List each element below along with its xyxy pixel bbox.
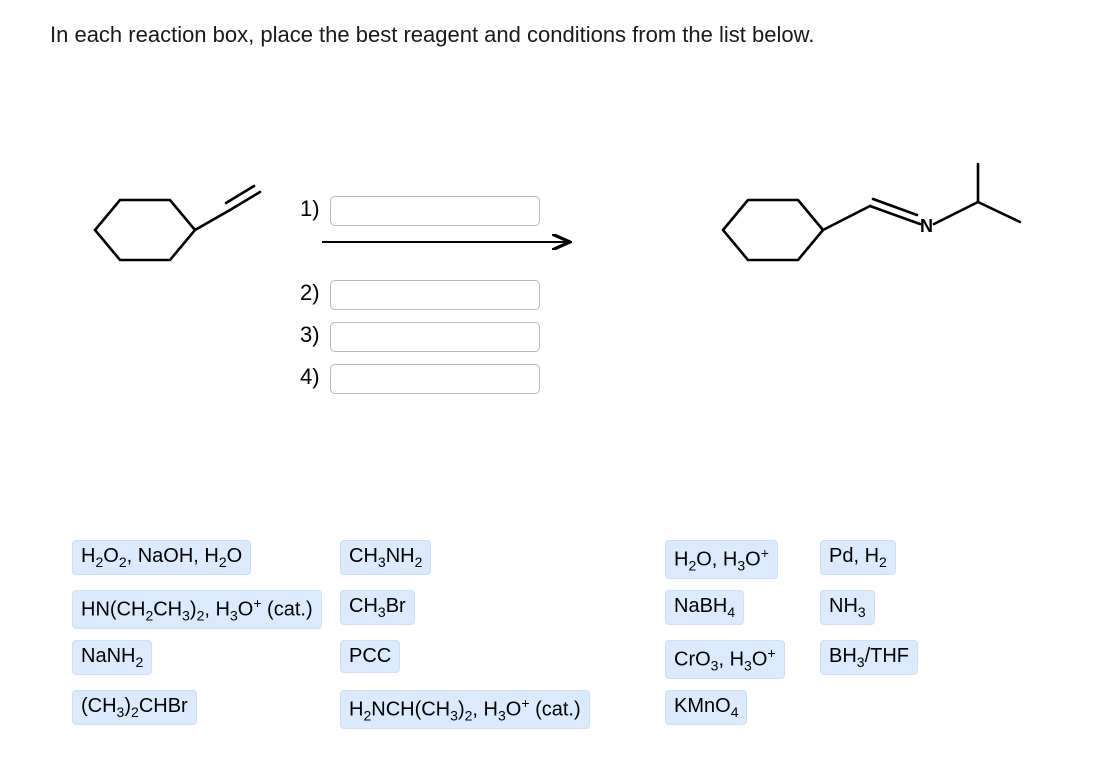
step-3-input[interactable] (330, 322, 540, 352)
reagent-kmno4[interactable]: KMnO4 (665, 690, 747, 725)
reagent-ch3nh2[interactable]: CH3NH2 (340, 540, 431, 575)
reagent-ch3br[interactable]: CH3Br (340, 590, 415, 625)
reagent-pcc[interactable]: PCC (340, 640, 400, 673)
step-2-input[interactable] (330, 280, 540, 310)
reagent-pd-h2[interactable]: Pd, H2 (820, 540, 896, 575)
reagent-bh3-thf[interactable]: BH3/THF (820, 640, 918, 675)
starting-material (90, 170, 265, 290)
reagent-cro3-h3o[interactable]: CrO3, H3O+ (665, 640, 785, 679)
reagent-nh3[interactable]: NH3 (820, 590, 875, 625)
reaction-arrow (322, 232, 582, 252)
canvas: In each reaction box, place the best rea… (0, 0, 1108, 774)
reagent-hn-ch2ch3-2[interactable]: HN(CH2CH3)2, H3O+ (cat.) (72, 590, 322, 629)
step-1-input[interactable] (330, 196, 540, 226)
reagent-h2o-h3o[interactable]: H2O, H3O+ (665, 540, 778, 579)
product-structure: N (720, 150, 1050, 290)
step-3-label: 3) (300, 322, 320, 348)
reagent-ipr-br[interactable]: (CH3)2CHBr (72, 690, 197, 725)
reagent-nanh2[interactable]: NaNH2 (72, 640, 152, 675)
nitrogen-label: N (920, 216, 933, 236)
reagent-h2nch-ch3-2[interactable]: H2NCH(CH3)2, H3O+ (cat.) (340, 690, 590, 729)
step-4-input[interactable] (330, 364, 540, 394)
reagent-h2o2-naoh-h2o[interactable]: H2O2, NaOH, H2O (72, 540, 251, 575)
prompt-text: In each reaction box, place the best rea… (50, 22, 814, 48)
step-2-label: 2) (300, 280, 320, 306)
step-4-label: 4) (300, 364, 320, 390)
reagent-nabh4[interactable]: NaBH4 (665, 590, 744, 625)
step-1-label: 1) (300, 196, 320, 222)
